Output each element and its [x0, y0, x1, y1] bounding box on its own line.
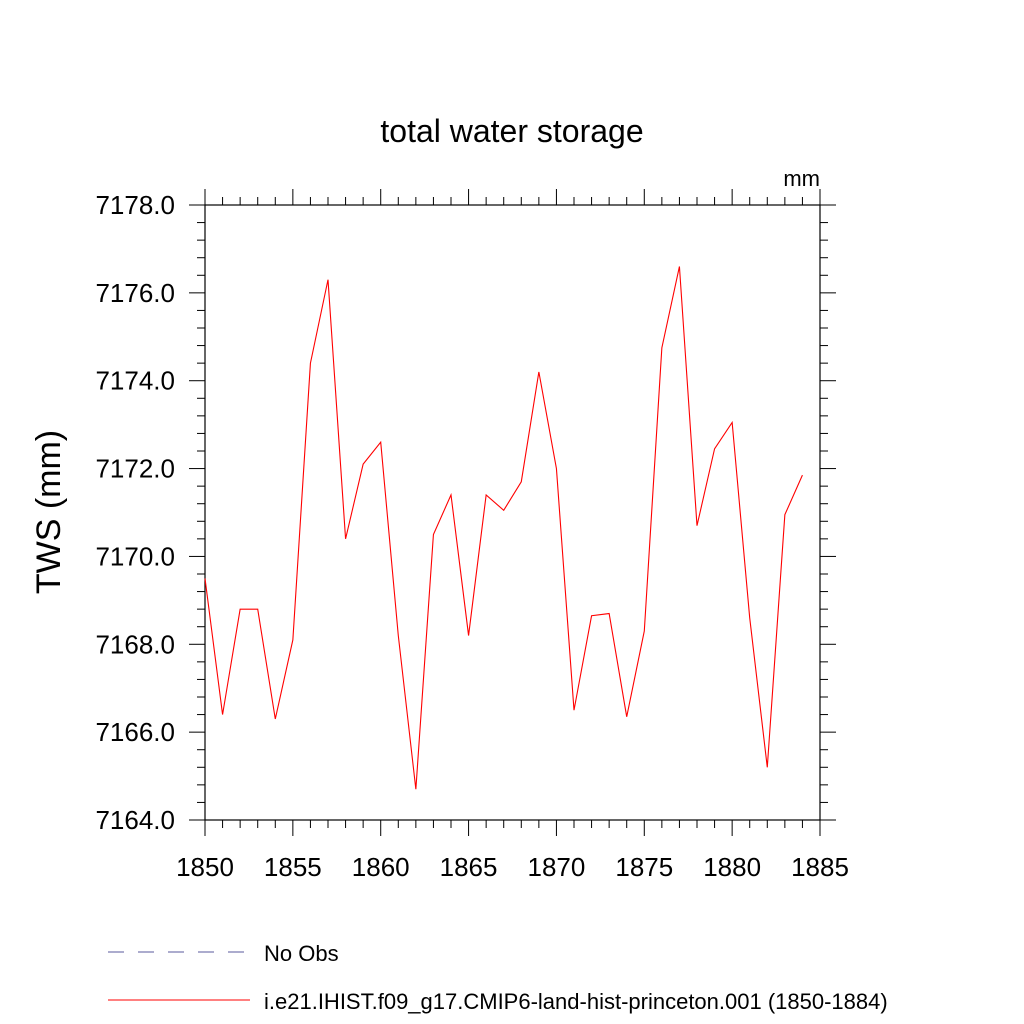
plot-frame — [204, 204, 821, 821]
y-tick-label: 7168.0 — [95, 629, 175, 659]
x-tick-label: 1885 — [791, 852, 849, 882]
x-tick-label: 1875 — [615, 852, 673, 882]
legend: No Obs i.e21.IHIST.f09_g17.CMIP6-land-his… — [108, 941, 888, 1014]
y-tick-label: 7164.0 — [95, 805, 175, 835]
series-layer — [204, 266, 803, 790]
x-tick-label: 1855 — [264, 852, 322, 882]
x-tick-label: 1850 — [176, 852, 234, 882]
legend-label: i.e21.IHIST.f09_g17.CMIP6-land-hist-prin… — [264, 989, 888, 1014]
y-tick-label: 7166.0 — [95, 717, 175, 747]
x-tick-label: 1880 — [703, 852, 761, 882]
x-tick-label: 1860 — [352, 852, 410, 882]
units-label: mm — [783, 166, 820, 191]
series-line — [204, 266, 803, 790]
y-tick-label: 7176.0 — [95, 278, 175, 308]
x-tick-label: 1865 — [440, 852, 498, 882]
y-tick-label: 7170.0 — [95, 541, 175, 571]
y-tick-label: 7172.0 — [95, 454, 175, 484]
plot-axes: 1850 1855 1860 1865 1870 1875 1880 1885 7164.0 71… — [95, 189, 849, 882]
x-tick-label: 1870 — [528, 852, 586, 882]
y-tick-label: 7174.0 — [95, 366, 175, 396]
legend-label: No Obs — [264, 941, 339, 966]
y-tick-label: 7178.0 — [95, 190, 175, 220]
y-axis-label: TWS (mm) — [30, 430, 68, 594]
chart-title: total water storage — [380, 113, 643, 149]
